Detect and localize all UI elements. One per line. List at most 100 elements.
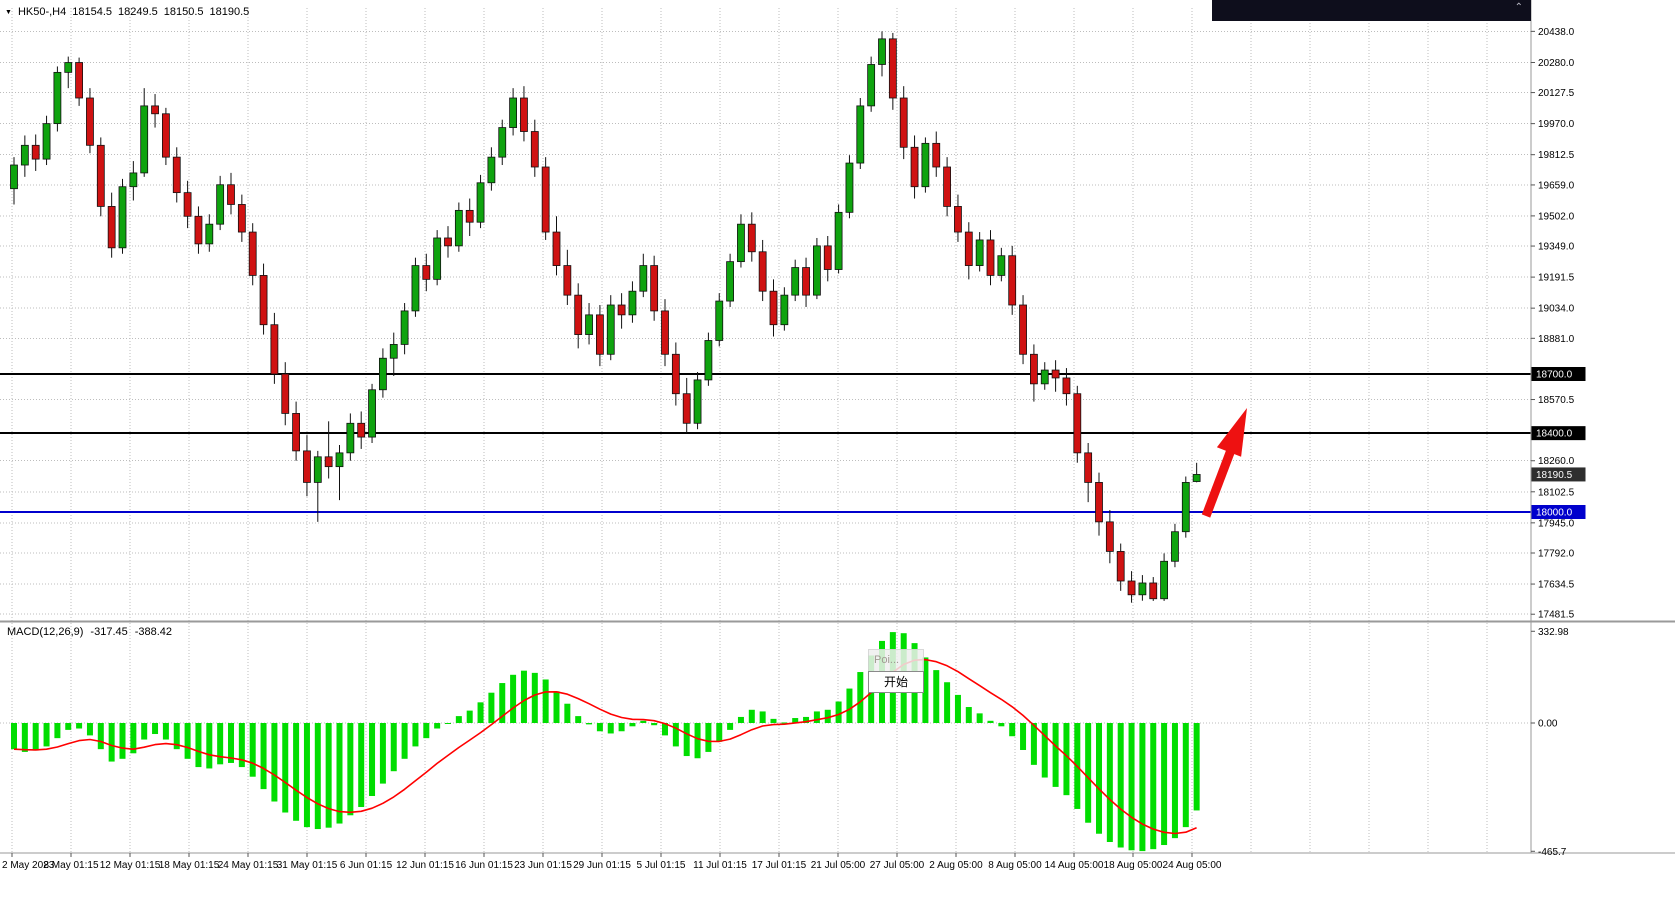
macd-histogram-bar	[618, 723, 625, 732]
candle-body	[791, 267, 800, 296]
macd-histogram-bar	[1009, 723, 1016, 737]
macd-histogram-bar	[727, 723, 734, 730]
price-tick-label: 19970.0	[1538, 119, 1575, 130]
macd-histogram-bar	[1020, 723, 1027, 750]
macd-histogram-bar	[336, 723, 343, 824]
candle-body	[357, 422, 366, 438]
macd-histogram-bar	[944, 682, 951, 723]
macd-histogram-bar	[520, 670, 527, 723]
price-badge	[1531, 367, 1586, 381]
macd-histogram-bar	[596, 723, 603, 732]
candle-body	[118, 186, 127, 249]
macd-histogram-bar	[390, 723, 397, 772]
candle-body	[368, 389, 376, 438]
price-tick-label: 19659.0	[1538, 180, 1575, 191]
candle-body	[1105, 521, 1114, 552]
candle-body	[454, 209, 463, 247]
candle-body	[281, 373, 290, 414]
candle-body	[530, 131, 539, 168]
ticker-high: 18249.5	[118, 6, 158, 18]
time-tick-label: 18 May 01:15	[159, 860, 220, 871]
candle-body	[671, 353, 680, 395]
candle-body	[520, 97, 528, 132]
price-tick-label: 19502.0	[1538, 211, 1575, 222]
macd-histogram-bar	[76, 723, 83, 729]
candle-body	[194, 215, 203, 245]
candle-body	[606, 304, 615, 355]
popup-start-button[interactable]: 开始	[868, 671, 924, 693]
macd-histogram-bar	[238, 723, 245, 768]
candle-body	[845, 162, 854, 213]
candle-body	[964, 231, 973, 266]
chevron-up-icon[interactable]: ⌃	[1514, 2, 1523, 13]
candle-body	[758, 251, 767, 292]
candle-body	[346, 422, 355, 454]
macd-histogram-bar	[987, 720, 994, 723]
macd-histogram-bar	[1128, 723, 1135, 851]
macd-histogram-bar	[1193, 723, 1200, 811]
candle-body	[682, 393, 691, 424]
candle-body	[639, 265, 648, 292]
macd-histogram-bar	[369, 723, 376, 796]
candle-body	[1127, 580, 1136, 596]
time-tick-label: 8 Aug 05:00	[988, 860, 1042, 871]
candle-body	[813, 245, 821, 296]
price-badge-label: 18700.0	[1536, 370, 1573, 381]
candle-body	[476, 182, 485, 223]
macd-histogram-bar	[813, 711, 820, 723]
candle-body	[20, 144, 29, 166]
time-tick-label: 23 Jun 01:15	[514, 860, 572, 871]
macd-histogram-bar	[694, 723, 701, 759]
horizontal-level-lines[interactable]	[0, 373, 1531, 513]
macd-histogram-bar	[1041, 723, 1048, 778]
candle-body	[129, 172, 138, 188]
candle-body	[259, 275, 268, 326]
time-tick-label: 12 Jun 01:15	[396, 860, 454, 871]
candle-body	[107, 206, 116, 249]
macd-histogram-bar	[564, 703, 571, 723]
price-tick-label: 20280.0	[1538, 58, 1575, 69]
candle-body	[216, 184, 225, 225]
macd-histogram-bar	[293, 723, 300, 821]
macd-histogram-bar	[108, 723, 115, 762]
candle-body	[802, 267, 810, 296]
candle-body	[867, 64, 876, 107]
macd-histogram-bar	[54, 723, 61, 739]
price-tick-label: 18570.5	[1538, 395, 1575, 406]
macd-histogram-bar	[672, 723, 679, 747]
macd-histogram-bar	[651, 723, 658, 726]
candle-body	[1008, 255, 1017, 306]
candle-body	[400, 310, 409, 345]
macd-histogram-bar	[1096, 723, 1102, 834]
time-tick-label: 8 May 01:15	[43, 860, 98, 871]
macd-histogram-bar	[282, 723, 289, 813]
time-tick-label: 5 Jul 01:15	[637, 860, 686, 871]
candle-body	[747, 223, 756, 253]
macd-histogram-bar	[249, 723, 256, 777]
candle-body	[997, 255, 1006, 276]
macd-histogram-bar	[1161, 723, 1168, 846]
macd-histogram-bar	[97, 723, 104, 750]
symbol-dropdown-icon[interactable]: ▼	[5, 8, 12, 16]
candle-body	[563, 265, 572, 296]
candle-body	[780, 294, 789, 326]
candle-body	[31, 144, 40, 160]
macd-histogram-bar	[401, 723, 408, 759]
price-tick-label: 19349.0	[1538, 242, 1575, 253]
time-tick-label: 2 May 2023	[2, 860, 55, 871]
candle-body	[834, 211, 843, 270]
trend-arrow-annotation[interactable]	[1201, 408, 1247, 518]
macd-histogram-bar	[141, 723, 148, 740]
candle-body	[465, 209, 474, 223]
macd-histogram-bar	[325, 723, 332, 828]
candle-body	[378, 357, 387, 391]
indicator-name: MACD(12,26,9)	[7, 626, 84, 638]
macd-histogram-bar	[1171, 723, 1178, 839]
macd-histogram-bar	[976, 713, 983, 723]
macd-histogram-bar	[466, 710, 473, 723]
candle-body	[986, 239, 995, 276]
time-tick-label: 24 Aug 05:00	[1163, 860, 1222, 871]
candle-body	[975, 239, 984, 266]
